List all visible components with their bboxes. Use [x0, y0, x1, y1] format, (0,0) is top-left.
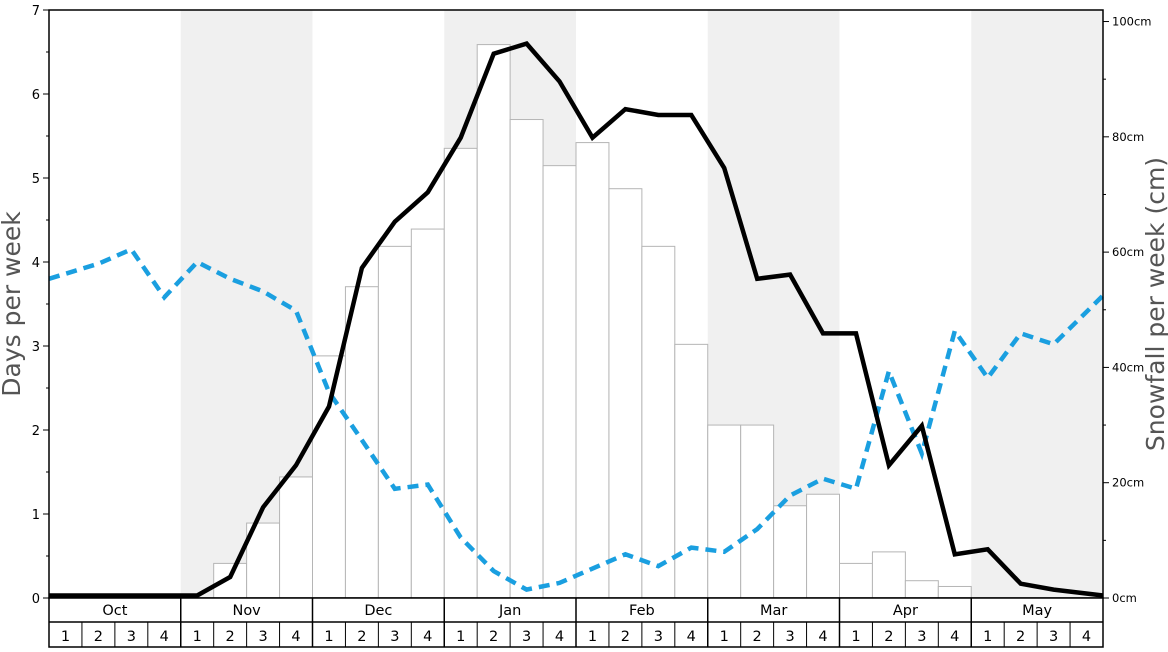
week-label: 4 — [950, 629, 959, 645]
snowfall-bar — [707, 424, 742, 599]
month-label: Mar — [760, 603, 787, 619]
week-label: 1 — [851, 629, 860, 645]
week-label: 4 — [1082, 629, 1091, 645]
snowfall-bar — [410, 228, 445, 599]
right-tick-label: 80cm — [1112, 130, 1144, 144]
left-tick-label: 3 — [32, 340, 40, 355]
week-label: 4 — [423, 629, 432, 645]
x-axis: Oct 1 2 3 4 Nov 1 2 3 4 Dec 1 2 3 4 Jan 1 2 3 4 Feb 1 2 3 4 Mar 1 2… — [48, 597, 1104, 648]
left-tick-label: 7 — [32, 4, 40, 19]
left-axis: 0 1 2 3 4 5 6 7 — [32, 4, 49, 607]
snowfall-bar — [476, 44, 511, 599]
right-tick-label: 60cm — [1112, 245, 1144, 259]
week-label: 3 — [522, 629, 531, 645]
left-tick-label: 6 — [32, 88, 40, 103]
week-label: 4 — [291, 629, 300, 645]
snowfall-bars — [213, 44, 972, 599]
month-label: Feb — [629, 603, 655, 619]
month-label: Jan — [498, 603, 521, 619]
snowfall-bar — [509, 119, 544, 599]
week-label: 3 — [654, 629, 663, 645]
snowfall-bar — [377, 245, 412, 599]
right-tick-label: 20cm — [1112, 476, 1144, 490]
left-tick-label: 2 — [32, 424, 40, 439]
snowfall-bar — [871, 551, 906, 599]
month-label: Nov — [232, 603, 261, 619]
dashed-series — [48, 246, 1105, 592]
week-label: 2 — [1016, 629, 1025, 645]
week-label: 1 — [324, 629, 333, 645]
left-tick-label: 0 — [32, 592, 40, 607]
week-label: 4 — [818, 629, 827, 645]
left-tick-label: 4 — [32, 256, 40, 271]
week-label: 1 — [61, 629, 70, 645]
right-tick-label: 0cm — [1112, 591, 1137, 605]
snowfall-bar — [839, 562, 873, 599]
month-label: Dec — [364, 603, 392, 619]
left-tick-label: 1 — [32, 508, 40, 523]
week-label: 2 — [753, 629, 762, 645]
snowfall-bar — [312, 355, 346, 599]
week-label: 4 — [687, 629, 696, 645]
right-tick-label: 100cm — [1112, 15, 1151, 29]
dashed-series-line — [48, 246, 1105, 592]
snowfall-bar — [443, 147, 478, 599]
month-label: Apr — [893, 603, 918, 619]
week-label: 3 — [785, 629, 794, 645]
snowfall-bar — [542, 165, 577, 599]
week-label: 1 — [456, 629, 465, 645]
snowfall-bar — [575, 142, 610, 599]
snowfall-bar — [937, 585, 972, 599]
y-axis-label-right: Snowfall per week (cm) — [1141, 157, 1168, 451]
week-label: 3 — [1049, 629, 1058, 645]
solid-series — [49, 41, 1104, 598]
week-label: 2 — [621, 629, 630, 645]
week-label: 1 — [193, 629, 202, 645]
left-tick-label: 5 — [32, 172, 40, 187]
month-label: May — [1022, 603, 1052, 619]
week-label: 2 — [489, 629, 498, 645]
week-label: 3 — [258, 629, 267, 645]
week-label: 1 — [983, 629, 992, 645]
month-shade-may — [971, 10, 1103, 598]
solid-series-line — [49, 41, 1104, 598]
y-axis-label-left: Days per week — [0, 211, 26, 397]
snowfall-bar — [740, 424, 775, 599]
week-label: 2 — [94, 629, 103, 645]
week-label: 1 — [720, 629, 729, 645]
month-label: Oct — [102, 603, 127, 619]
week-label: 2 — [884, 629, 893, 645]
snowfall-bar — [674, 343, 709, 599]
week-label: 3 — [390, 629, 399, 645]
snowfall-bar — [213, 562, 248, 599]
snowfall-bar — [806, 493, 840, 599]
week-label: 2 — [226, 629, 235, 645]
snowfall-bar — [641, 245, 676, 599]
week-label: 1 — [588, 629, 597, 645]
week-label: 4 — [160, 629, 169, 645]
snowfall-bar — [608, 188, 643, 599]
right-axis: 0cm 20cm 40cm 60cm 80cm 100cm — [1103, 15, 1151, 605]
snowfall-bar — [279, 476, 313, 599]
week-label: 2 — [357, 629, 366, 645]
right-tick-label: 40cm — [1112, 360, 1144, 374]
week-label: 4 — [555, 629, 564, 645]
week-label: 3 — [917, 629, 926, 645]
week-label: 3 — [127, 629, 136, 645]
snowfall-bar — [904, 580, 939, 599]
snowfall-bar — [773, 505, 808, 599]
